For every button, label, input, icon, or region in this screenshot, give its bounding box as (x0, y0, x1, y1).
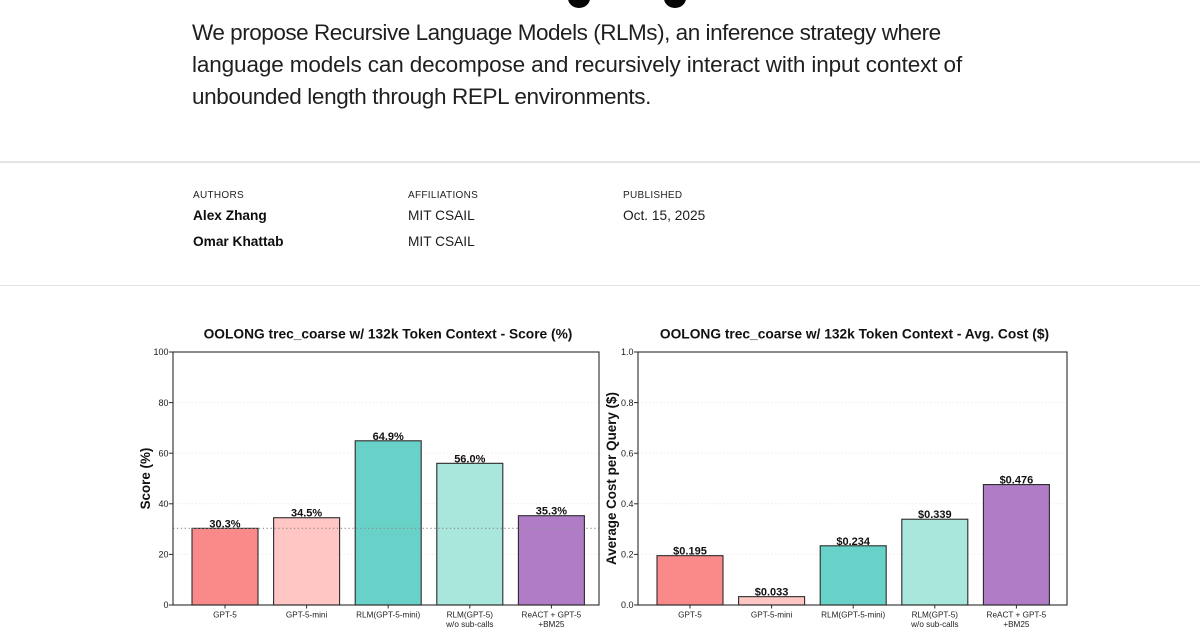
svg-text:Average Cost per Query ($): Average Cost per Query ($) (604, 392, 619, 565)
svg-text:RLM(GPT-5): RLM(GPT-5) (447, 611, 494, 620)
svg-text:w/o sub-calls: w/o sub-calls (910, 620, 958, 629)
svg-text:OOLONG trec_coarse w/ 132k Tok: OOLONG trec_coarse w/ 132k Token Context… (204, 327, 573, 342)
svg-text:0: 0 (163, 600, 168, 610)
svg-text:0.6: 0.6 (621, 448, 634, 458)
svg-text:RLM(GPT-5): RLM(GPT-5) (912, 611, 959, 620)
svg-text:80: 80 (158, 398, 168, 408)
svg-text:w/o sub-calls: w/o sub-calls (445, 620, 493, 629)
svg-text:ReACT + GPT-5: ReACT + GPT-5 (987, 611, 1047, 620)
svg-text:GPT-5-mini: GPT-5-mini (751, 611, 793, 620)
svg-text:$0.339: $0.339 (918, 509, 952, 521)
svg-text:60: 60 (158, 448, 168, 458)
svg-text:0.0: 0.0 (621, 600, 634, 610)
svg-text:0.2: 0.2 (621, 550, 634, 560)
svg-text:56.0%: 56.0% (454, 453, 485, 465)
svg-text:20: 20 (158, 550, 168, 560)
svg-text:$0.195: $0.195 (673, 546, 707, 558)
svg-text:ReACT + GPT-5: ReACT + GPT-5 (522, 611, 582, 620)
svg-text:RLM(GPT-5-mini): RLM(GPT-5-mini) (356, 611, 420, 620)
svg-text:40: 40 (158, 499, 168, 509)
svg-text:+BM25: +BM25 (538, 620, 565, 629)
svg-text:GPT-5: GPT-5 (213, 611, 237, 620)
svg-text:34.5%: 34.5% (291, 508, 322, 520)
svg-text:Score (%): Score (%) (138, 448, 153, 510)
svg-text:64.9%: 64.9% (373, 431, 404, 443)
svg-text:100: 100 (153, 347, 168, 357)
svg-text:1.0: 1.0 (621, 347, 634, 357)
svg-text:0.4: 0.4 (621, 499, 634, 509)
svg-text:$0.234: $0.234 (836, 536, 871, 548)
svg-text:RLM(GPT-5-mini): RLM(GPT-5-mini) (821, 611, 885, 620)
svg-text:OOLONG trec_coarse w/ 132k Tok: OOLONG trec_coarse w/ 132k Token Context… (660, 327, 1049, 342)
svg-text:30.3%: 30.3% (209, 518, 240, 530)
svg-text:$0.476: $0.476 (1000, 475, 1034, 487)
svg-text:GPT-5: GPT-5 (678, 611, 702, 620)
svg-text:GPT-5-mini: GPT-5-mini (286, 611, 328, 620)
svg-text:$0.033: $0.033 (755, 587, 789, 599)
svg-text:35.3%: 35.3% (536, 506, 567, 518)
svg-text:0.8: 0.8 (621, 398, 634, 408)
svg-text:+BM25: +BM25 (1003, 620, 1030, 629)
